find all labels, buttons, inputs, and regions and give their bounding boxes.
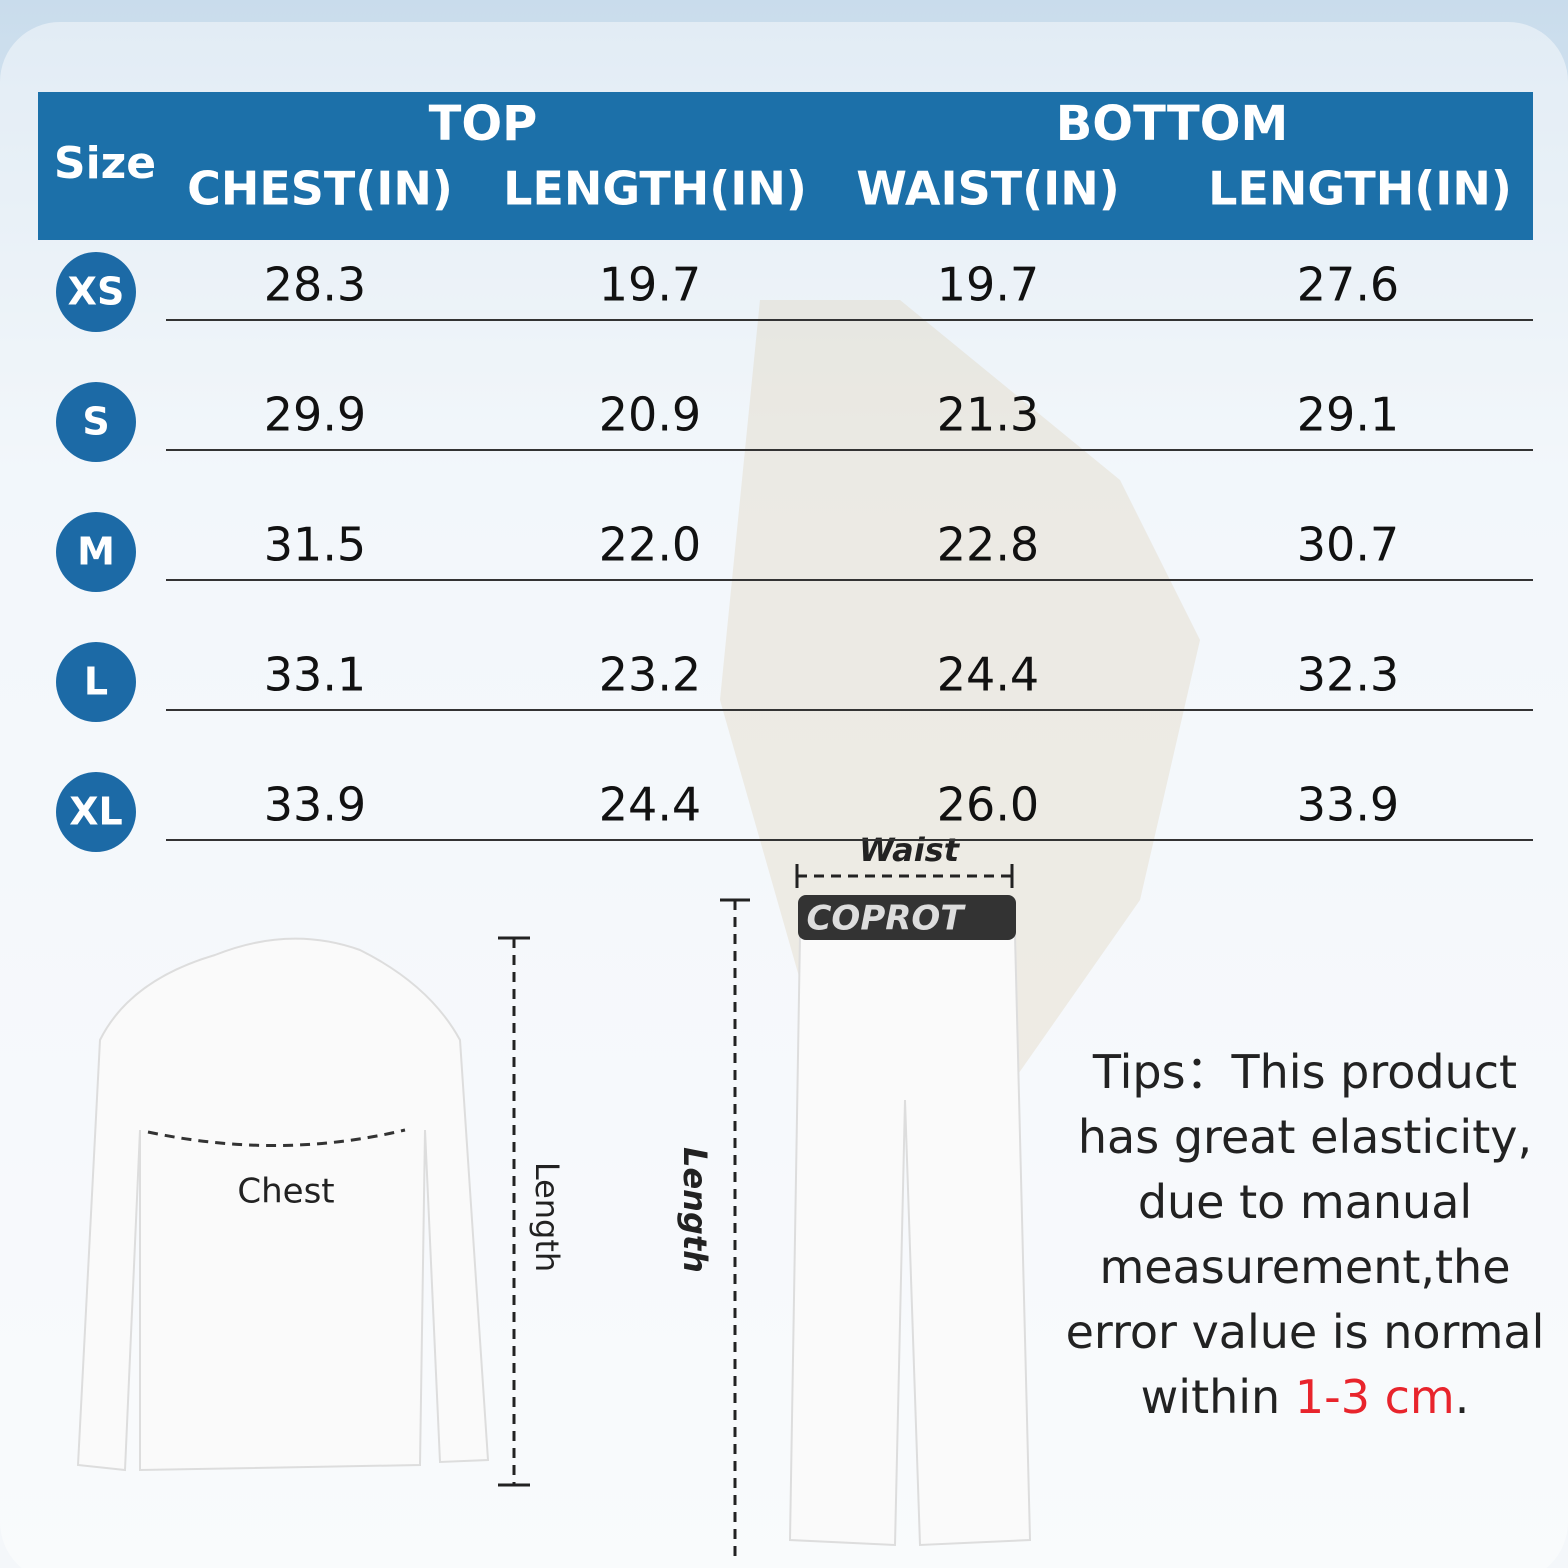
- tips-highlight: 1-3 cm: [1294, 1370, 1455, 1424]
- size-badge: [56, 642, 136, 722]
- cell-value: 22.8: [937, 518, 1039, 572]
- size-badge: [56, 772, 136, 852]
- size-badge: [56, 382, 136, 462]
- cell-value: 29.9: [264, 388, 366, 442]
- size-label: M: [77, 530, 115, 574]
- column-header: CHEST(IN): [187, 162, 453, 216]
- cell-value: 19.7: [937, 258, 1039, 312]
- chest-line: [147, 1128, 406, 1148]
- cell-value: 33.1: [264, 648, 366, 702]
- shirt: [76, 937, 490, 1472]
- cell-value: 26.0: [937, 778, 1039, 832]
- cell-value: 30.7: [1297, 518, 1399, 572]
- cell-value: 19.7: [599, 258, 701, 312]
- cell-value: 27.6: [1297, 258, 1399, 312]
- size-label: L: [84, 660, 108, 704]
- header-bar: [38, 92, 1533, 240]
- column-header: LENGTH(IN): [503, 162, 807, 216]
- cell-value: 33.9: [264, 778, 366, 832]
- size-label: XS: [68, 270, 125, 314]
- tips-end: .: [1454, 1370, 1470, 1424]
- chest-label: Chest: [237, 1172, 334, 1212]
- cell-value: 20.9: [599, 388, 701, 442]
- cell-value: 31.5: [264, 518, 366, 572]
- tips: Tips：This product has great elasticity, …: [1060, 1040, 1550, 1430]
- waistband-text: COPROT: [806, 899, 966, 939]
- waistband: [798, 895, 1016, 940]
- group-header: BOTTOM: [1056, 96, 1289, 152]
- cell-value: 21.3: [937, 388, 1039, 442]
- waist-label: Waist: [859, 831, 961, 869]
- cell-value: 24.4: [937, 648, 1039, 702]
- cell-value: 33.9: [1297, 778, 1399, 832]
- group-header: TOP: [429, 96, 538, 152]
- bottom-length-label: Length: [676, 1147, 714, 1273]
- column-header: WAIST(IN): [856, 162, 1120, 216]
- size-label: S: [82, 400, 109, 444]
- cell-value: 22.0: [599, 518, 701, 572]
- size-badge: [56, 512, 136, 592]
- size-header: Size: [54, 138, 156, 189]
- pants: [788, 934, 1032, 1547]
- size-label: XL: [69, 790, 123, 834]
- cell-value: 28.3: [264, 258, 366, 312]
- size-badge: [56, 252, 136, 332]
- column-header: LENGTH(IN): [1208, 162, 1512, 216]
- cell-value: 24.4: [599, 778, 701, 832]
- top-length-label: Length: [528, 1162, 566, 1272]
- tips-text: Tips：This product has great elasticity, …: [1065, 1045, 1545, 1424]
- cell-value: 32.3: [1297, 648, 1399, 702]
- cell-value: 29.1: [1297, 388, 1399, 442]
- cell-value: 23.2: [599, 648, 701, 702]
